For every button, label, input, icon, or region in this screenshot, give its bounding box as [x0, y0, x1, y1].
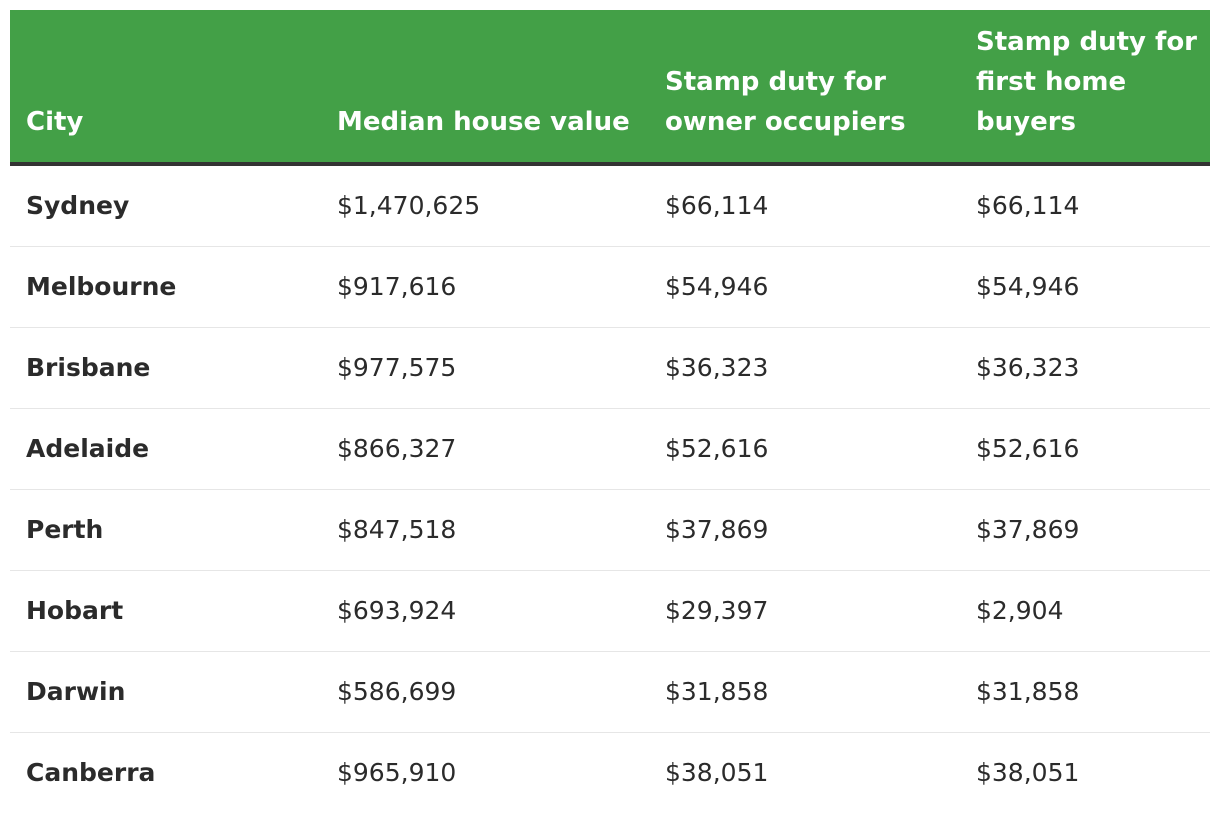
median-value-cell: $965,910	[337, 758, 457, 787]
table-row: Adelaide $866,327 $52,616 $52,616	[10, 409, 1210, 490]
header-stamp-duty-owner-occupiers: Stamp duty for owner occupiers	[665, 67, 906, 137]
owner-occupier-duty-cell: $29,397	[665, 596, 769, 625]
owner-occupier-duty-cell: $31,858	[665, 677, 769, 706]
header-stamp-duty-first-home-buyers: Stamp duty for first home buyers	[976, 27, 1197, 137]
table-row: Brisbane $977,575 $36,323 $36,323	[10, 328, 1210, 409]
table-row: Hobart $693,924 $29,397 $2,904	[10, 571, 1210, 652]
median-value-cell: $917,616	[337, 272, 457, 301]
owner-occupier-duty-cell: $66,114	[665, 191, 769, 220]
median-value-cell: $1,470,625	[337, 191, 481, 220]
first-home-buyer-duty-cell: $54,946	[976, 272, 1080, 301]
median-value-cell: $977,575	[337, 353, 457, 382]
owner-occupier-duty-cell: $37,869	[665, 515, 769, 544]
first-home-buyer-duty-cell: $2,904	[976, 596, 1064, 625]
city-cell: Sydney	[26, 191, 130, 220]
first-home-buyer-duty-cell: $66,114	[976, 191, 1080, 220]
owner-occupier-duty-cell: $36,323	[665, 353, 769, 382]
header-median-house-value: Median house value	[337, 107, 630, 137]
first-home-buyer-duty-cell: $38,051	[976, 758, 1080, 787]
table-row: Melbourne $917,616 $54,946 $54,946	[10, 247, 1210, 328]
table-body: Sydney $1,470,625 $66,114 $66,114 Melbou…	[10, 166, 1210, 813]
owner-occupier-duty-cell: $52,616	[665, 434, 769, 463]
city-cell: Canberra	[26, 758, 156, 787]
table-row: Darwin $586,699 $31,858 $31,858	[10, 652, 1210, 733]
table-row: Sydney $1,470,625 $66,114 $66,114	[10, 166, 1210, 247]
median-value-cell: $693,924	[337, 596, 457, 625]
median-value-cell: $847,518	[337, 515, 457, 544]
first-home-buyer-duty-cell: $52,616	[976, 434, 1080, 463]
median-value-cell: $586,699	[337, 677, 457, 706]
city-cell: Hobart	[26, 596, 124, 625]
city-cell: Darwin	[26, 677, 126, 706]
city-cell: Perth	[26, 515, 104, 544]
header-city: City	[26, 107, 84, 137]
owner-occupier-duty-cell: $54,946	[665, 272, 769, 301]
median-value-cell: $866,327	[337, 434, 457, 463]
first-home-buyer-duty-cell: $36,323	[976, 353, 1080, 382]
table-row: Canberra $965,910 $38,051 $38,051	[10, 733, 1210, 813]
table-row: Perth $847,518 $37,869 $37,869	[10, 490, 1210, 571]
city-cell: Brisbane	[26, 353, 151, 382]
table-header: City Median house value Stamp duty for o…	[10, 10, 1210, 166]
first-home-buyer-duty-cell: $31,858	[976, 677, 1080, 706]
city-cell: Melbourne	[26, 272, 177, 301]
first-home-buyer-duty-cell: $37,869	[976, 515, 1080, 544]
stamp-duty-table: City Median house value Stamp duty for o…	[10, 10, 1210, 813]
owner-occupier-duty-cell: $38,051	[665, 758, 769, 787]
city-cell: Adelaide	[26, 434, 150, 463]
